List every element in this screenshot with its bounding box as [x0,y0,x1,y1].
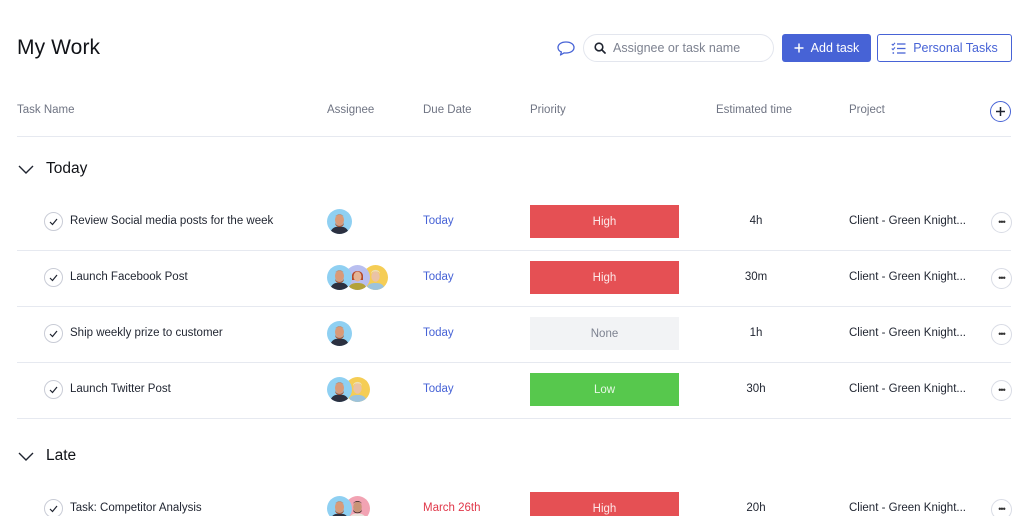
estimated-time[interactable]: 20h [746,502,766,514]
add-task-label: Add task [810,41,860,55]
avatar-man-beard [327,321,352,346]
table-row[interactable]: Review Social media posts for the week T… [17,195,1012,251]
assignee-avatars[interactable] [327,265,388,290]
checklist-icon [891,41,906,54]
due-date[interactable]: Today [423,327,454,339]
priority-badge-high[interactable]: High [530,205,679,238]
project-name[interactable]: Client - Green Knight... [849,383,966,395]
task-name[interactable]: Review Social media posts for the week [70,215,274,227]
check-icon [49,330,58,337]
table-row[interactable]: Launch Facebook Post Today High 30m Clie… [17,251,1012,307]
check-icon [49,505,58,512]
chevron-down-icon [18,452,34,461]
priority-badge-high[interactable]: High [530,261,679,294]
more-options-button[interactable]: ••• [991,324,1012,345]
task-name[interactable]: Ship weekly prize to customer [70,327,223,339]
priority-badge-none[interactable]: None [530,317,679,350]
search-icon [594,42,606,54]
search-input[interactable] [613,41,763,55]
complete-task-checkbox[interactable] [44,380,63,399]
project-name[interactable]: Client - Green Knight... [849,327,966,339]
column-header-assignee[interactable]: Assignee [327,104,375,116]
add-task-button[interactable]: Add task [782,34,871,62]
section-toggle-late[interactable]: Late [17,447,76,465]
estimated-time[interactable]: 30m [744,271,768,283]
assignee-avatars[interactable] [327,209,352,234]
search-box[interactable] [583,34,774,62]
plus-icon [794,43,804,53]
chevron-down-icon [18,165,34,174]
ellipsis-icon: ••• [998,385,1006,395]
estimated-time[interactable]: 4h [749,215,763,227]
project-name[interactable]: Client - Green Knight... [849,215,966,227]
column-header-estimated-time[interactable]: Estimated time [716,104,793,116]
ellipsis-icon: ••• [998,504,1006,514]
assignee-avatars[interactable] [327,377,370,402]
more-options-button[interactable]: ••• [991,499,1012,516]
table-row[interactable]: Task: Competitor Analysis March 26th Hig… [17,482,1012,516]
avatar-man-beard [327,496,352,516]
check-icon [49,274,58,281]
column-header-task-name[interactable]: Task Name [17,104,75,116]
estimated-time[interactable]: 1h [749,327,763,339]
due-date[interactable]: Today [423,215,454,227]
more-options-button[interactable]: ••• [991,268,1012,289]
complete-task-checkbox[interactable] [44,499,63,516]
table-row[interactable]: Launch Twitter Post Today Low 30h Client… [17,363,1012,419]
ellipsis-icon: ••• [998,273,1006,283]
complete-task-checkbox[interactable] [44,324,63,343]
more-options-button[interactable]: ••• [991,380,1012,401]
column-header-project[interactable]: Project [849,104,885,116]
add-column-button[interactable] [990,101,1011,122]
avatar-man-beard [327,209,352,234]
priority-badge-low[interactable]: Low [530,373,679,406]
ellipsis-icon: ••• [998,217,1006,227]
estimated-time[interactable]: 30h [746,383,766,395]
assignee-avatars[interactable] [327,496,370,516]
priority-badge-high[interactable]: High [530,492,679,516]
task-name[interactable]: Launch Twitter Post [70,383,171,395]
section-title: Late [46,447,77,464]
avatar-woman-blonde [345,377,370,402]
check-icon [49,218,58,225]
plus-icon [996,107,1005,116]
section-toggle-today[interactable]: Today [17,160,87,178]
task-name[interactable]: Task: Competitor Analysis [70,502,202,514]
comments-button[interactable] [556,38,576,58]
ellipsis-icon: ••• [998,329,1006,339]
more-options-button[interactable]: ••• [991,212,1012,233]
column-header-priority[interactable]: Priority [530,104,566,116]
page-title: My Work [17,36,101,59]
avatar-man-beard [327,377,352,402]
chat-bubble-icon [557,41,575,56]
table-row[interactable]: Ship weekly prize to customer Today None… [17,307,1012,363]
personal-tasks-label: Personal Tasks [913,41,998,55]
avatar-man-beard [327,265,352,290]
complete-task-checkbox[interactable] [44,212,63,231]
section-title: Today [46,160,88,177]
assignee-avatars[interactable] [327,321,352,346]
header-divider [17,136,1011,137]
task-name[interactable]: Launch Facebook Post [70,271,188,283]
project-name[interactable]: Client - Green Knight... [849,502,966,514]
column-header-due-date[interactable]: Due Date [423,104,472,116]
project-name[interactable]: Client - Green Knight... [849,271,966,283]
due-date[interactable]: March 26th [423,502,481,514]
complete-task-checkbox[interactable] [44,268,63,287]
due-date[interactable]: Today [423,383,454,395]
check-icon [49,386,58,393]
due-date[interactable]: Today [423,271,454,283]
personal-tasks-button[interactable]: Personal Tasks [877,34,1012,62]
